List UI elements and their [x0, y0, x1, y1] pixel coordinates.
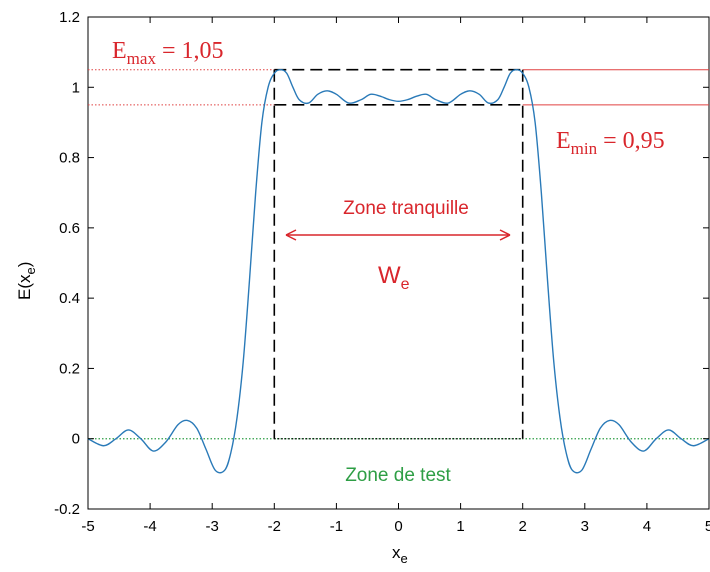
x-tick-label: 4	[643, 518, 651, 535]
emax-annotation: Emax = 1,05	[112, 38, 224, 68]
plot-area	[87, 16, 710, 510]
y-axis-title: E(xe)	[15, 262, 38, 300]
y-tick-label: 1	[72, 79, 80, 96]
x-tick-label: 5	[705, 518, 710, 535]
emin-annotation: Emin = 0,95	[556, 128, 665, 158]
y-tick-label: 0	[72, 431, 80, 448]
x-tick-label: 1	[456, 518, 464, 535]
x-tick-label: -5	[81, 518, 94, 535]
y-tick-label: 0.2	[59, 360, 80, 377]
y-axis-title-main: E(x	[15, 274, 34, 300]
x-axis-title-main: x	[392, 543, 401, 562]
series-layer	[87, 69, 710, 474]
x-tick-label: 2	[519, 518, 527, 535]
y-tick-label: 0.4	[59, 290, 80, 307]
width-annotation: We	[378, 262, 410, 293]
y-tick-label: 1.2	[59, 9, 80, 26]
emin-symbol: E	[556, 128, 571, 154]
x-tick-label: -3	[206, 518, 219, 535]
y-axis-title-sub: e	[23, 267, 38, 274]
y-tick-label: 0.6	[59, 220, 80, 237]
x-tick-label: 3	[581, 518, 589, 535]
emax-subscript: max	[127, 49, 157, 68]
reference-lines	[88, 68, 709, 440]
x-tick-label: 0	[394, 518, 402, 535]
y-tick-label: 0.8	[59, 150, 80, 167]
emax-value: = 1,05	[156, 38, 224, 64]
x-axis-ticks: -5 -4 -3 -2 -1 0 1 2 3 4 5	[81, 17, 710, 535]
quiet-zone-label: Zone tranquille	[343, 198, 469, 219]
y-axis-title-close: )	[15, 262, 34, 268]
x-tick-label: -1	[330, 518, 343, 535]
field-curve-line	[87, 69, 710, 474]
x-axis-title: xe	[392, 543, 408, 566]
width-subscript: e	[401, 276, 410, 293]
emax-symbol: E	[112, 38, 127, 64]
y-tick-label: -0.2	[54, 501, 80, 518]
quiet-zone-arrow	[285, 229, 511, 241]
emin-subscript: min	[571, 139, 598, 158]
x-tick-label: -4	[143, 518, 156, 535]
x-axis-title-sub: e	[401, 551, 408, 566]
test-zone-label: Zone de test	[345, 465, 451, 486]
x-tick-label: -2	[268, 518, 281, 535]
emin-value: = 0,95	[597, 128, 665, 154]
width-symbol: W	[378, 262, 401, 289]
y-axis-ticks: -0.2 0 0.2 0.4 0.6 0.8 1 1.2	[54, 9, 709, 518]
